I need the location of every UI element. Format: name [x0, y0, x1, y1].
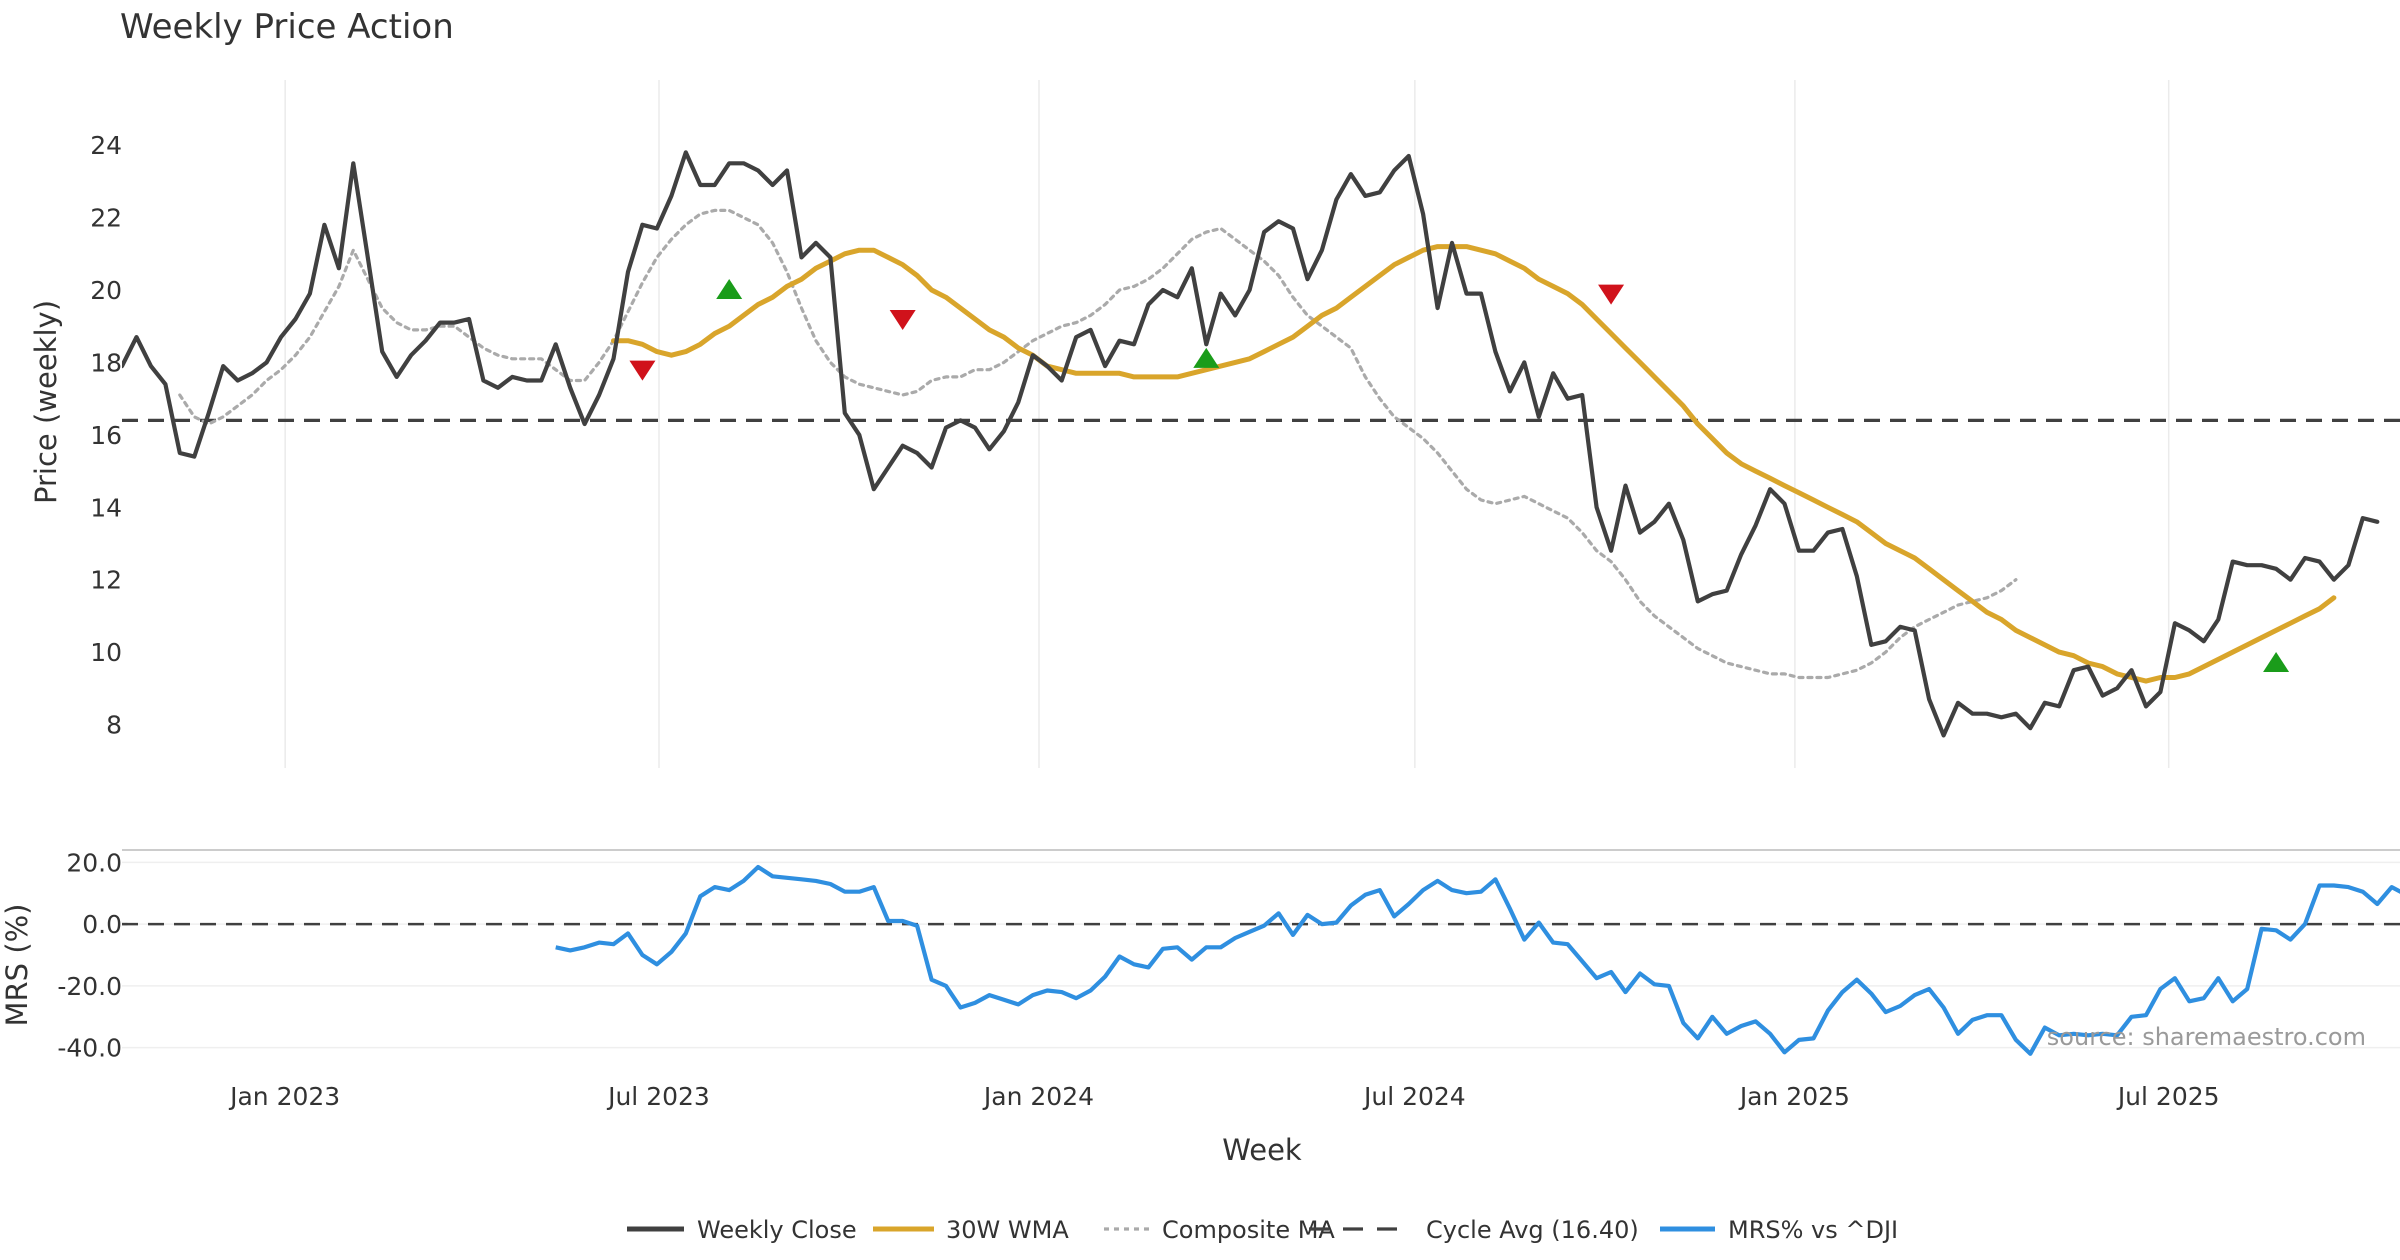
mrs-y-axis-title: MRS (%): [0, 904, 34, 1027]
price-y-tick-label: 18: [90, 348, 122, 377]
mrs-line: [555, 864, 2400, 1056]
buy-signal-marker: [1193, 347, 1220, 368]
legend-item: MRS% vs ^DJI: [1660, 1216, 1898, 1244]
mrs-y-tick-label: -40.0: [57, 1034, 122, 1063]
mrs-y-tick-label: 0.0: [82, 910, 122, 939]
mrs-panel: -40.0 -20.0 0.0 20.0 Jan 2023 Jul 2023 Jan 202…: [57, 848, 2400, 1111]
sell-signal-marker: [1598, 284, 1625, 305]
buy-signal-marker: [2263, 651, 2290, 672]
x-tick-label: Jul 2024: [1362, 1082, 1466, 1111]
mrs-y-tick-label: -20.0: [57, 972, 122, 1001]
x-tick-label: Jul 2023: [606, 1082, 710, 1111]
price-panel: 8 10 12 14 16 18 20 22 24: [90, 80, 2400, 768]
legend-label: 30W WMA: [946, 1216, 1069, 1244]
price-y-tick-label: 24: [90, 131, 122, 160]
price-y-tick-label: 16: [90, 421, 122, 450]
legend-label: Composite MA: [1162, 1216, 1335, 1244]
sell-signal-marker: [629, 360, 656, 381]
weekly-close-line: [122, 150, 2380, 738]
legend-item: 30W WMA: [873, 1216, 1069, 1244]
legend-item: Cycle Avg (16.40): [1309, 1216, 1639, 1244]
x-tick-label: Jan 2024: [982, 1082, 1094, 1111]
legend-label: Cycle Avg (16.40): [1426, 1216, 1639, 1244]
legend-label: Weekly Close: [697, 1216, 857, 1244]
source-text: source: sharemaestro.com: [2047, 1023, 2366, 1051]
price-y-tick-label: 8: [106, 711, 122, 740]
legend-item: Composite MA: [1104, 1216, 1335, 1244]
x-axis-title: Week: [1222, 1133, 1302, 1167]
x-tick-label: Jan 2023: [228, 1082, 340, 1111]
price-y-tick-label: 12: [90, 566, 122, 595]
wma-30w-line: [611, 244, 2337, 684]
price-y-axis-title: Price (weekly): [29, 300, 63, 504]
x-tick-label: Jan 2025: [1738, 1082, 1850, 1111]
price-y-tick-label: 14: [90, 493, 122, 522]
price-y-tick-label: 20: [90, 276, 122, 305]
legend-label: MRS% vs ^DJI: [1728, 1216, 1898, 1244]
legend-item: Weekly Close: [627, 1216, 857, 1244]
buy-signal-marker: [716, 279, 743, 300]
price-y-tick-label: 10: [90, 638, 122, 667]
sell-signal-marker: [889, 309, 916, 330]
price-y-tick-label: 22: [90, 204, 122, 233]
mrs-y-tick-label: 20.0: [66, 848, 122, 877]
legend: Weekly Close 30W WMA Composite MA Cycle Avg…: [627, 1216, 1898, 1244]
chart-title: Weekly Price Action: [120, 7, 454, 47]
x-tick-label: Jul 2025: [2116, 1082, 2220, 1111]
composite-ma-line: [178, 208, 2018, 680]
